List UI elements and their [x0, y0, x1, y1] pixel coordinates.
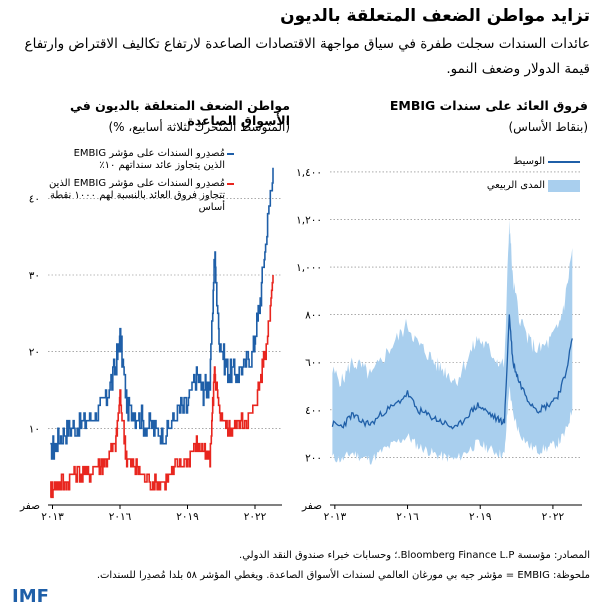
legend-item-red: مُصدِرو السندات على مؤشر EMBIG الذين تتج…: [48, 178, 225, 213]
right-panel-subtitle: (بنقاط الأساس): [508, 120, 589, 134]
y-tick-label: ٢٠٠: [305, 452, 322, 464]
x-tick-label: ٢٠٢٢: [244, 511, 267, 520]
median-line: [331, 314, 573, 430]
y-tick-label: ٤٠٠: [305, 405, 322, 417]
iqr-band: [332, 219, 573, 465]
footer-note: ملحوظة: EMBIG = مؤشر جيه بي مورغان العال…: [96, 570, 590, 581]
legend-item-median: الوسيط: [513, 156, 545, 167]
series-line-yield: [50, 167, 274, 460]
series-line-spread: [50, 275, 274, 499]
y-tick-label: ٢٠: [29, 347, 40, 359]
chart-title: تزايد مواطن الضعف المتعلقة بالديون: [280, 6, 590, 26]
y-tick-label: صفر: [19, 500, 40, 512]
right-panel-title: فروق العائد على سندات EMBIG: [389, 98, 588, 113]
y-tick-label: ٦٠٠: [305, 357, 322, 369]
legend-swatch-iqr: [548, 180, 580, 192]
x-tick-label: ٢٠٢٢: [542, 511, 565, 520]
legend-item-blue: مُصدِرو السندات على مؤشر EMBIG الذين يتج…: [73, 148, 225, 171]
x-tick-label: ٢٠١٩: [469, 511, 492, 520]
left-panel-title: مواطن الضعف المتعلقة بالديون في الأسواق …: [69, 98, 290, 128]
x-tick-label: ٢٠١٦: [396, 511, 419, 520]
y-tick-label: ٨٠٠: [305, 310, 322, 322]
y-tick-label: صفر: [301, 500, 322, 512]
chart-subtitle: عائدات السندات سجلت طفرة في سياق مواجهة …: [24, 36, 590, 77]
y-tick-label: ٣٠: [29, 270, 40, 282]
y-tick-label: ١,٠٠٠: [296, 262, 322, 274]
charts-svg: صفر ١٠ ٢٠ ٣٠ ٤٠ ٢٠١٣ ٢٠١٦ ٢٠١٩ ٢٠٢٢ صفر ٢٠٠ ٤٠٠ ٦٠٠ ٨…: [19, 153, 582, 520]
y-tick-label: ١,٤٠٠: [296, 167, 322, 179]
x-tick-label: ٢٠١٩: [176, 511, 199, 520]
x-tick-label: ٢٠١٣: [41, 511, 64, 520]
y-tick-label: ٤٠: [29, 193, 40, 205]
y-tick-label: ١٠: [29, 423, 40, 435]
footer-sources: المصادر: مؤسسة Bloomberg Finance L.P.؛ و…: [239, 550, 590, 561]
x-tick-label: ٢٠١٦: [109, 511, 132, 520]
left-panel-subtitle: (المتوسط المتحرك لثلاثة أسابيع، %): [108, 120, 291, 134]
y-tick-label: ١,٢٠٠: [296, 214, 322, 226]
x-tick-label: ٢٠١٣: [324, 511, 347, 520]
legend-item-iqr: المدى الربيعي: [486, 180, 545, 191]
imf-logo: IMF: [12, 586, 49, 607]
